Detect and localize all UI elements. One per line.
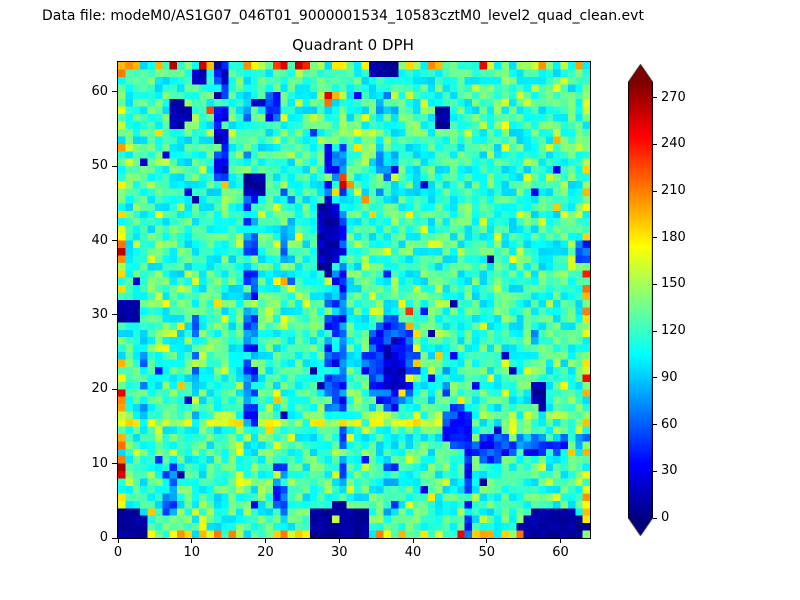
colorbar-tick-label: 60 (661, 416, 678, 432)
colorbar (628, 64, 653, 536)
y-tick-label: 50 (91, 158, 108, 174)
colorbar-tick-label: 210 (661, 183, 686, 198)
colorbar-tick-mark (653, 377, 657, 379)
colorbar-tick-label: 150 (661, 276, 686, 292)
colorbar-tick-label: 120 (661, 323, 686, 339)
colorbar-tick-mark (653, 283, 657, 285)
colorbar-tick-mark (653, 143, 657, 145)
x-tick-label: 10 (183, 545, 201, 560)
x-tick-label: 0 (113, 545, 123, 560)
colorbar-tick-mark (653, 237, 657, 239)
datafile-label: Data file: modeM0/AS1G07_046T01_90000015… (42, 8, 644, 24)
heatmap-canvas (118, 62, 590, 538)
x-tick-label: 50 (478, 545, 496, 560)
colorbar-tick-mark (653, 330, 657, 332)
colorbar-tick-mark (653, 517, 657, 519)
colorbar-tick-mark (653, 424, 657, 426)
colorbar-tick-mark (653, 470, 657, 472)
y-tick-label: 60 (91, 83, 108, 99)
plot-title: Quadrant 0 DPH (292, 36, 414, 54)
y-tick-label: 10 (91, 455, 108, 471)
colorbar-tick-label: 30 (661, 463, 678, 479)
x-tick-label: 20 (257, 545, 274, 560)
y-tick-label: 40 (91, 232, 108, 248)
y-tick-label: 20 (91, 381, 108, 397)
x-tick-label: 30 (330, 545, 348, 560)
y-tick-label: 0 (99, 530, 108, 545)
x-tick-label: 40 (404, 545, 422, 560)
x-tick-label: 60 (552, 545, 569, 560)
colorbar-tick-mark (653, 190, 657, 192)
colorbar-tick-label: 270 (661, 89, 686, 105)
colorbar-tick-label: 0 (661, 510, 670, 525)
plot-frame (117, 61, 591, 539)
colorbar-tick-label: 90 (661, 369, 678, 385)
colorbar-tick-label: 180 (661, 229, 686, 245)
colorbar-tick-label: 240 (661, 136, 686, 152)
y-tick-label: 30 (91, 306, 108, 322)
colorbar-tick-mark (653, 97, 657, 99)
